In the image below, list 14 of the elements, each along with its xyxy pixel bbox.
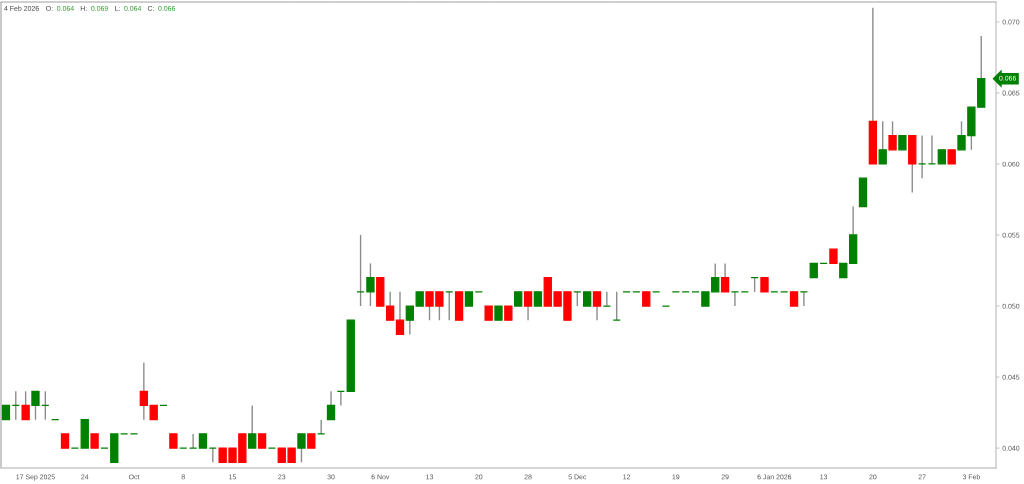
candlestick xyxy=(139,362,149,421)
candlestick xyxy=(21,390,30,421)
candlestick xyxy=(395,291,405,336)
candlestick xyxy=(326,390,336,421)
candlestick xyxy=(523,291,533,321)
candlestick xyxy=(385,291,395,321)
candlestick xyxy=(248,404,257,449)
candlestick xyxy=(592,291,602,321)
candlestick xyxy=(31,390,40,421)
candlestick xyxy=(720,262,730,293)
candlestick xyxy=(888,120,897,151)
candlestick xyxy=(366,262,375,307)
candlestick xyxy=(297,433,306,464)
candlestick xyxy=(878,120,887,165)
